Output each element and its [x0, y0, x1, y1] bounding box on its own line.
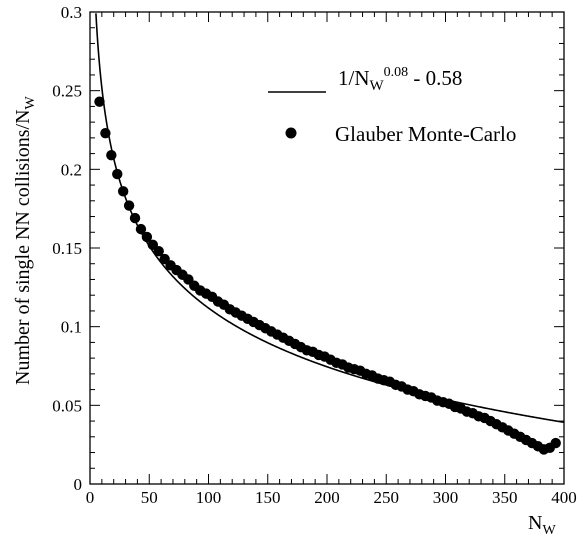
x-tick-label: 150 [255, 488, 281, 507]
x-tick-label: 250 [374, 488, 400, 507]
legend-marker-points [285, 127, 297, 139]
x-tick-label: 200 [314, 488, 340, 507]
data-point [129, 212, 141, 224]
y-tick-label: 0 [74, 475, 83, 494]
data-point [106, 149, 117, 161]
y-tick-label: 0.25 [52, 82, 82, 101]
legend-label-glauber: Glauber Monte-Carlo [335, 122, 516, 146]
x-tick-label: 0 [86, 488, 95, 507]
x-tick-label: 300 [433, 488, 459, 507]
fit-curve-line [95, 13, 565, 424]
x-tick-label: 100 [196, 488, 222, 507]
data-point [112, 168, 123, 180]
data-point [94, 96, 105, 107]
data-point [141, 231, 153, 243]
y-tick-label: 0.3 [61, 3, 82, 22]
fit-curve-group [95, 13, 565, 424]
x-tick-label: 400 [551, 488, 577, 507]
y-tick-label: 0.15 [52, 239, 82, 258]
x-axis-tick-labels: 0 50 100 150 200 250 300 350 400 [86, 488, 577, 507]
legend-label-fit: 1/NW0.08 - 0.58 [338, 65, 462, 94]
data-point [153, 245, 164, 257]
data-point [135, 223, 147, 235]
data-point [123, 200, 135, 211]
x-axis-ticks [89, 12, 565, 484]
y-axis-title: Number of single NN collisions/NW [12, 95, 38, 385]
y-tick-label: 0.1 [61, 318, 82, 337]
data-point [550, 437, 561, 449]
glauber-points [94, 96, 561, 455]
y-tick-label: 0.05 [52, 396, 82, 415]
y-axis-ticks [90, 11, 564, 485]
legend: 1/NW0.08 - 0.58 Glauber Monte-Carlo [268, 65, 516, 146]
data-point [100, 127, 111, 139]
x-tick-label: 350 [492, 488, 518, 507]
y-tick-label: 0.2 [61, 160, 82, 179]
y-axis-tick-labels: 0 0.05 0.1 0.15 0.2 0.25 0.3 [52, 3, 82, 494]
x-axis-title: NW [528, 512, 556, 538]
data-point [117, 186, 129, 197]
x-tick-label: 50 [141, 488, 158, 507]
